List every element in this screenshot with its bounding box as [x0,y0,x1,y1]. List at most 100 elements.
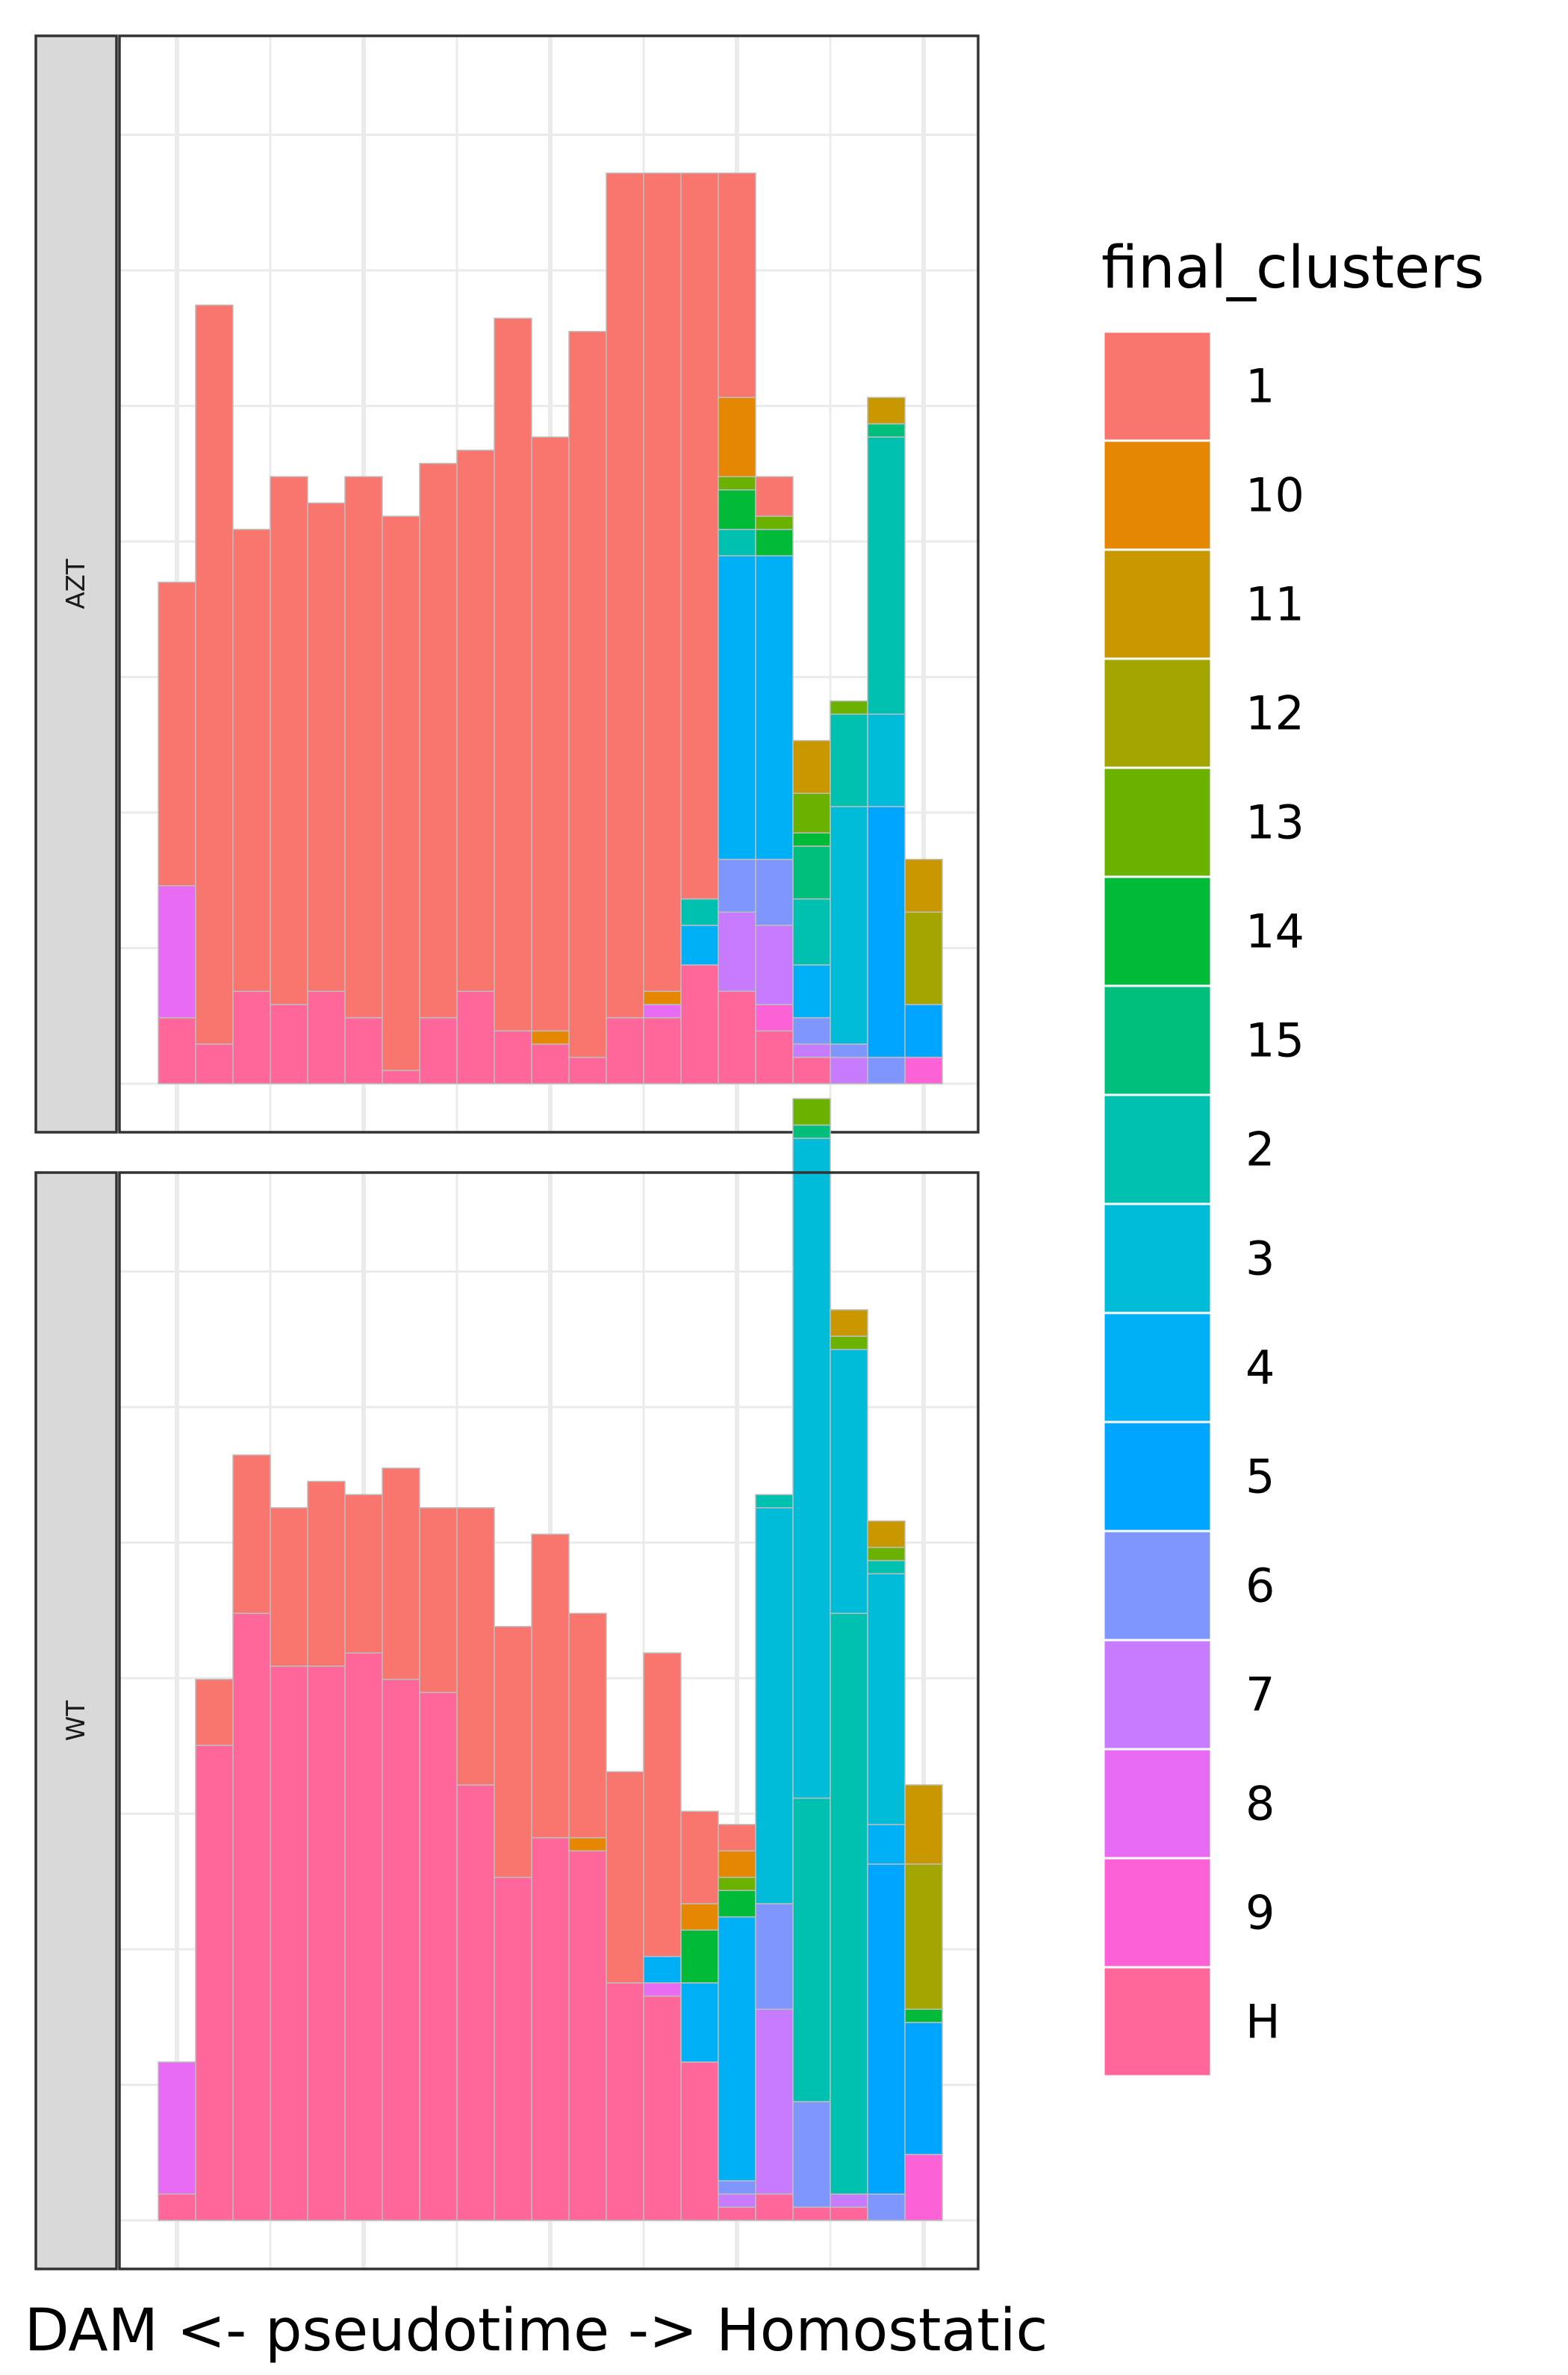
bar-segment-cluster-H [344,1652,383,2221]
bar-segment-cluster-14 [792,832,831,847]
bar-segment-cluster-1 [270,476,308,1005]
bar-segment-cluster-1 [232,529,271,993]
bar-segment-cluster-H [382,1069,420,1084]
bar-segment-cluster-13 [867,1547,906,1562]
bar-segment-cluster-10 [643,990,682,1005]
bar-segment-cluster-15 [792,845,831,900]
bar-segment-cluster-5 [904,2022,943,2155]
bar-segment-cluster-H [158,1016,196,1084]
legend-item-2: 2 [1102,1093,1275,1205]
bar-segment-cluster-9 [904,2153,943,2221]
bar-segment-cluster-8 [158,2061,196,2195]
bar-segment-cluster-13 [792,1098,831,1126]
legend-item-1: 1 [1102,330,1275,442]
bar-segment-cluster-H [531,1837,570,2221]
bar-segment-cluster-4 [680,1982,719,2063]
bar-segment-cluster-1 [568,331,607,1058]
bar-segment-cluster-12 [904,1863,943,2011]
bar-segment-cluster-3 [830,1349,868,1614]
bar-segment-cluster-1 [307,1480,346,1667]
facet-strip [34,1171,118,2270]
facet-strip-label: AZT [61,559,91,609]
bar-segment-cluster-H [792,1056,831,1084]
bar-segment-cluster-1 [195,1678,234,1746]
legend-item-11: 11 [1102,548,1304,660]
bar-segment-cluster-7 [830,1056,868,1084]
legend-label: 5 [1245,1450,1275,1504]
bar-segment-cluster-H [643,1995,682,2221]
bar-segment-cluster-2 [867,436,906,715]
legend-item-15: 15 [1102,984,1304,1096]
bar-segment-cluster-4 [792,964,831,1019]
bar-segment-cluster-11 [867,397,906,425]
bar-segment-cluster-6 [867,2193,906,2221]
bar-segment-cluster-1 [382,1468,420,1680]
legend-label: 15 [1245,1013,1304,1068]
bar-segment-cluster-H [830,2206,868,2221]
legend-key [1102,1311,1213,1424]
bar-segment-cluster-10 [531,1030,570,1045]
bar-segment-cluster-1 [680,173,719,900]
bar-segment-cluster-H [755,2193,794,2221]
bar-segment-cluster-6 [718,858,756,913]
bar-segment-cluster-13 [718,1876,756,1891]
legend-key [1102,1202,1213,1314]
bar-segment-cluster-4 [643,1955,682,1984]
bar-segment-cluster-H [158,2193,196,2221]
bar-segment-cluster-H [606,1016,644,1084]
bar-segment-cluster-H [195,1745,234,2221]
bar-segment-cluster-5 [867,806,906,1058]
bar-segment-cluster-H [307,1665,346,2221]
bar-segment-cluster-H [419,1692,458,2221]
legend-key [1102,1966,1213,2078]
bar-segment-cluster-6 [792,1016,831,1045]
bar-segment-cluster-10 [718,1850,756,1878]
bar-segment-cluster-7 [830,2193,868,2208]
bar-segment-cluster-1 [643,1652,682,1958]
legend-title: final_clusters [1101,235,1484,302]
bar-segment-cluster-1 [419,1507,458,1693]
legend-key [1102,548,1213,660]
bar-segment-cluster-4 [867,1824,906,1865]
bar-segment-cluster-1 [158,581,196,887]
bar-segment-cluster-11 [792,739,831,795]
bar-segment-cluster-1 [606,173,644,1019]
legend-item-9: 9 [1102,1857,1275,1969]
legend-label: 2 [1245,1123,1275,1177]
legend-label: 6 [1245,1559,1275,1613]
bar-segment-cluster-H [270,1665,308,2221]
bar-segment-cluster-13 [792,792,831,834]
bar-segment-cluster-1 [195,304,234,1045]
legend-item-6: 6 [1102,1530,1275,1642]
bar-segment-cluster-H [568,1850,607,2221]
panel-border [118,1171,980,2270]
legend-item-13: 13 [1102,766,1304,878]
legend-key [1102,1639,1213,1751]
bar-segment-cluster-11 [830,1309,868,1337]
legend-key [1102,1530,1213,1642]
bar-segment-cluster-H [456,1784,495,2221]
bar-segment-cluster-1 [232,1454,271,1614]
bar-segment-cluster-4 [680,925,719,966]
bar-segment-cluster-1 [456,450,495,993]
bar-segment-cluster-H [680,2061,719,2221]
bar-segment-cluster-2 [792,1797,831,2102]
bar-segment-cluster-10 [568,1837,607,1851]
bar-segment-cluster-11 [904,858,943,913]
bar-segment-cluster-1 [531,1533,570,1839]
legend-label: 12 [1245,686,1304,741]
legend-item-H: H [1102,1966,1281,2078]
bar-segment-cluster-9 [755,1004,794,1032]
bar-segment-cluster-1 [531,436,570,1032]
bar-segment-cluster-H [718,990,756,1084]
bar-segment-cluster-1 [344,1494,383,1654]
bar-segment-cluster-H [307,990,346,1084]
legend-key [1102,875,1213,987]
bar-segment-cluster-4 [718,1916,756,2182]
bar-segment-cluster-H [494,1030,532,1084]
bar-segment-cluster-11 [867,1520,906,1548]
bar-segment-cluster-3 [755,1507,794,1904]
bar-segment-cluster-7 [755,925,794,1005]
bar-segment-cluster-1 [494,1626,532,1878]
bar-segment-cluster-4 [755,555,794,860]
